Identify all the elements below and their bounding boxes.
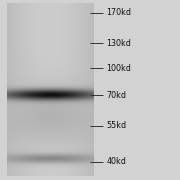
- Text: 170kd: 170kd: [106, 8, 131, 17]
- Text: 70kd: 70kd: [106, 91, 126, 100]
- Text: 130kd: 130kd: [106, 39, 131, 48]
- Text: 40kd: 40kd: [106, 158, 126, 166]
- Text: 100kd: 100kd: [106, 64, 131, 73]
- Text: 55kd: 55kd: [106, 122, 126, 130]
